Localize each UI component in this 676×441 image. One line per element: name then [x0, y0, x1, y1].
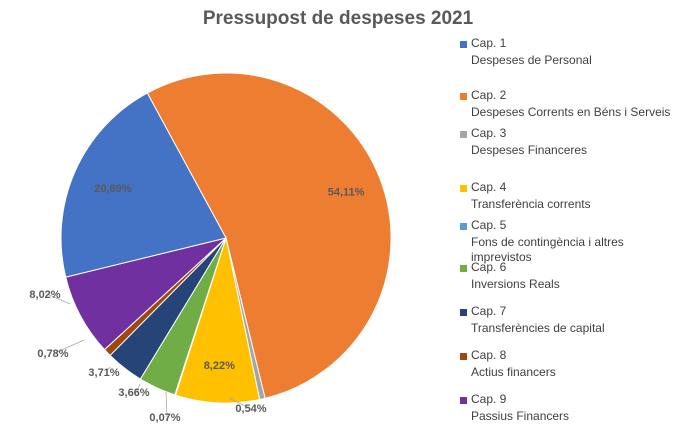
legend-swatch-cap-5 [460, 223, 467, 230]
legend-description: Fons de contingència i altres imprevisto… [471, 235, 624, 264]
legend-swatch-cap-7 [460, 309, 467, 316]
data-label-cap-6: 3,66% [118, 387, 149, 399]
legend-swatch-cap-3 [460, 131, 467, 138]
legend-cap-label: Cap. 3 [471, 126, 507, 140]
legend-cap-label: Cap. 2 [471, 88, 507, 102]
legend-description: Despeses Corrents en Béns i Serveis [471, 105, 671, 119]
legend-cap-label: Cap. 7 [471, 304, 507, 318]
legend-description: Passius Financers [471, 409, 570, 423]
data-label-cap-5: 0,07% [149, 412, 180, 424]
leader-line-cap-5 [165, 391, 168, 418]
leader-line-cap-3 [228, 397, 250, 409]
legend-description: Transferències de capital [471, 321, 605, 335]
legend-cap-label: Cap. 1 [471, 36, 507, 50]
legend-description: Transferència corrents [471, 197, 591, 211]
leader-line-cap-7 [105, 366, 111, 373]
data-label-cap-4: 8,22% [204, 360, 235, 372]
data-label-cap-2: 54,11% [328, 187, 365, 199]
data-label-cap-7: 3,71% [88, 367, 119, 379]
data-label-cap-8: 0,78% [37, 348, 68, 360]
leader-line-cap-8 [54, 339, 85, 354]
data-label-cap-9: 8,02% [29, 289, 60, 301]
data-label-cap-3: 0,54% [235, 403, 266, 415]
legend-cap-label: Cap. 8 [471, 348, 507, 362]
legend-description: Actius financers [471, 365, 556, 379]
pie-slice-cap-1 [60, 92, 227, 278]
leader-line-cap-6 [135, 383, 141, 393]
legend-cap-label: Cap. 4 [471, 180, 507, 194]
legend-cap-label: Cap. 6 [471, 260, 507, 274]
legend-description: Despeses de Personal [471, 53, 592, 67]
legend-swatch-cap-6 [460, 265, 467, 272]
legend-swatch-cap-9 [460, 397, 467, 404]
legend-swatch-cap-8 [460, 353, 467, 360]
legend-cap-label: Cap. 9 [471, 392, 507, 406]
legend-swatch-cap-2 [460, 93, 467, 100]
chart-title: Pressupost de despeses 2021 [202, 8, 474, 29]
pie-slice-cap-2 [146, 72, 392, 399]
legend-swatch-cap-1 [460, 41, 467, 48]
legend-swatch-cap-4 [460, 185, 467, 192]
legend-cap-label: Cap. 5 [471, 218, 507, 232]
data-label-cap-1: 20,89% [94, 183, 132, 195]
legend-description: Inversions Reals [471, 277, 560, 291]
leader-line-cap-9 [46, 293, 71, 305]
legend-description: Despeses Financeres [471, 143, 588, 157]
